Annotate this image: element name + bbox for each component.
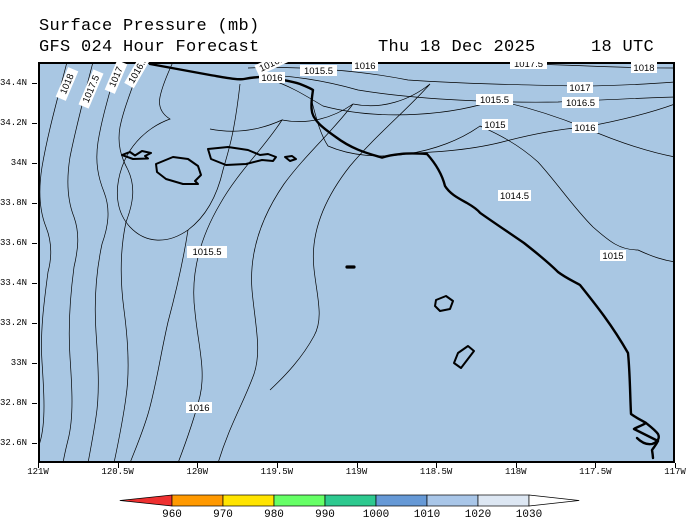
svg-text:1015.5: 1015.5: [192, 247, 221, 258]
svg-text:1017.5: 1017.5: [514, 62, 543, 70]
svg-text:1015: 1015: [602, 251, 623, 262]
svg-text:1016: 1016: [354, 62, 375, 72]
svg-text:1016.5: 1016.5: [126, 62, 150, 86]
svg-text:1017: 1017: [107, 65, 125, 89]
svg-text:1018: 1018: [633, 63, 654, 74]
svg-text:1017: 1017: [569, 83, 590, 94]
svg-text:1015.5: 1015.5: [304, 66, 333, 77]
svg-text:1017.5: 1017.5: [81, 74, 102, 105]
svg-text:1018: 1018: [58, 72, 76, 96]
svg-text:1015: 1015: [484, 120, 505, 131]
svg-text:1016.5: 1016.5: [566, 98, 595, 109]
svg-text:1014.5: 1014.5: [500, 191, 529, 202]
svg-text:1015.5: 1015.5: [480, 95, 509, 106]
svg-text:1016: 1016: [574, 123, 595, 134]
svg-text:1016: 1016: [261, 73, 282, 84]
svg-text:1016: 1016: [188, 403, 209, 414]
